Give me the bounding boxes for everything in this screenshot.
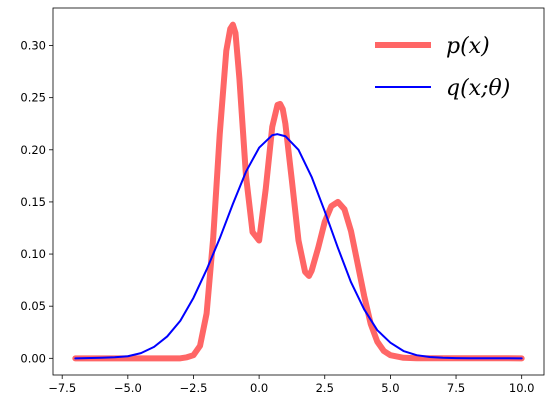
y-tick-label: 0.30 xyxy=(20,39,46,53)
x-axis: −7.5 −5.0 −2.5 0.0 2.5 5.0 7.5 10.0 xyxy=(48,375,534,395)
x-tick-label: 5.0 xyxy=(381,381,399,395)
y-tick-label: 0.00 xyxy=(20,351,46,365)
plot-area xyxy=(52,7,545,376)
legend: p(x) q(x;θ) xyxy=(375,34,510,101)
x-tick-label: −2.5 xyxy=(180,381,208,395)
series-layer xyxy=(72,21,525,362)
y-tick-label: 0.25 xyxy=(20,91,46,105)
x-tick-label: −5.0 xyxy=(114,381,142,395)
y-tick-label: 0.10 xyxy=(20,247,46,261)
x-tick-label: 7.5 xyxy=(447,381,465,395)
x-tick-label: 0.0 xyxy=(250,381,268,395)
x-tick-label: 2.5 xyxy=(316,381,334,395)
legend-label-p: p(x) xyxy=(446,34,490,59)
series-line-p xyxy=(72,21,525,362)
y-axis: 0.00 0.05 0.10 0.15 0.20 0.25 0.30 xyxy=(20,39,53,365)
series-line-q xyxy=(74,133,523,360)
axes-frame xyxy=(52,7,545,376)
x-tick-label: −7.5 xyxy=(48,381,76,395)
y-tick-label: 0.15 xyxy=(20,195,46,209)
x-tick-label: 10.0 xyxy=(509,381,535,395)
y-tick-label: 0.20 xyxy=(20,143,46,157)
y-tick-label: 0.05 xyxy=(20,299,46,313)
legend-label-q: q(x;θ) xyxy=(446,76,510,101)
